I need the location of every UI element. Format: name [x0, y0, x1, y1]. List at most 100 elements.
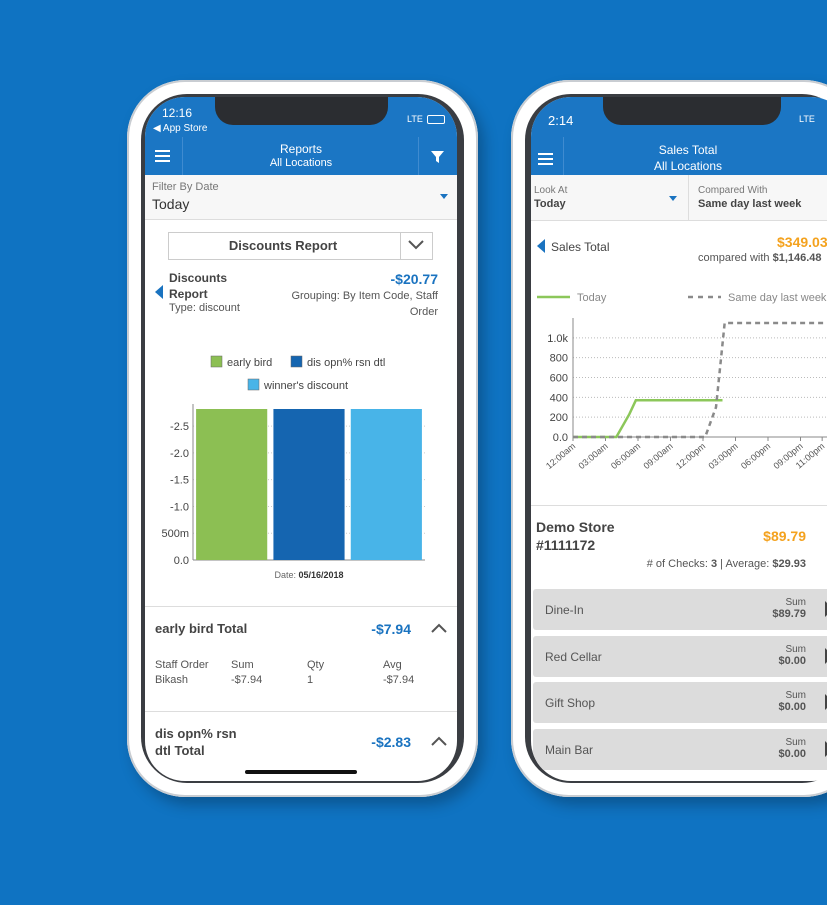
- y-tick-label: 500m: [161, 528, 189, 540]
- phone-screen: 12:16 ◀ App Store LTE Reports All Locati…: [145, 97, 457, 781]
- row-arrow[interactable]: [825, 741, 827, 758]
- col-header: Avg: [383, 659, 402, 671]
- report-select-text[interactable]: Discounts Report: [228, 238, 338, 253]
- store-number: #1111172: [536, 537, 596, 553]
- store-checks: # of Checks: 3 | Average: $29.93: [591, 558, 806, 570]
- x-tick-label: 03:00am: [577, 441, 610, 471]
- legend-label: Same day last week: [728, 292, 827, 304]
- legend-label: winner's discount: [263, 380, 348, 392]
- compare-total: $1,146.48: [772, 252, 822, 264]
- sum-value: $0.00: [778, 701, 806, 714]
- y-tick-label: -1.5: [170, 475, 189, 487]
- divider: [145, 711, 457, 712]
- divider: [531, 505, 827, 506]
- col-header: Staff Order: [155, 659, 209, 671]
- collapse-button[interactable]: [431, 623, 447, 633]
- back-arrow[interactable]: [537, 239, 545, 253]
- phone-screen: 2:14 LTE Sales Total All Locations Look …: [531, 97, 827, 781]
- legend-swatch: [210, 355, 223, 368]
- header-subtitle: All Locations: [653, 159, 723, 173]
- bar: [196, 409, 268, 560]
- location-name[interactable]: Red Cellar: [545, 649, 602, 664]
- report-type: Type: discount: [169, 302, 240, 314]
- series-line: [573, 321, 827, 439]
- filter-bar: [531, 175, 827, 221]
- divider: [182, 137, 183, 175]
- location-name[interactable]: Gift Shop: [545, 696, 596, 711]
- x-tick-label: 06:00pm: [739, 441, 772, 471]
- store-total: $89.79: [763, 528, 806, 544]
- filter-button[interactable]: [431, 151, 444, 163]
- sum-label: Sum: [785, 643, 806, 655]
- header-title: Sales Total: [658, 143, 718, 157]
- report-grouping: Grouping: By Item Code, Staff Order: [291, 290, 438, 318]
- battery: [427, 115, 445, 124]
- look-at-label: Look At: [534, 185, 568, 196]
- report-select[interactable]: [168, 232, 433, 260]
- status-time: 2:14: [548, 113, 574, 128]
- status-time: 12:16: [162, 106, 193, 120]
- section-title: dis opn% rsn dtl Total: [155, 726, 237, 758]
- date-value: 05/16/2018: [298, 570, 343, 580]
- header-title: Reports: [279, 142, 323, 156]
- divider: [145, 606, 457, 607]
- notch: [603, 97, 781, 125]
- location-row[interactable]: Main Bar Sum $0.00: [533, 729, 827, 771]
- compared-value[interactable]: Same day last week: [698, 198, 802, 210]
- back-arrow[interactable]: [155, 285, 163, 299]
- divider: [688, 175, 689, 220]
- notch: [215, 97, 388, 125]
- section-title: early bird Total: [155, 621, 248, 636]
- location-row[interactable]: Dine-In Sum $89.79: [533, 589, 827, 630]
- network: LTE: [799, 114, 815, 124]
- filter-bar[interactable]: [145, 175, 457, 220]
- col-header: Sum: [231, 659, 254, 671]
- legend-label: early bird: [227, 357, 272, 369]
- menu-button[interactable]: [538, 152, 554, 166]
- cell: 1: [307, 674, 314, 686]
- location-row[interactable]: Red Cellar Sum $0.00: [533, 635, 827, 677]
- divider: [400, 232, 401, 260]
- chevron-down[interactable]: [408, 240, 424, 250]
- series-line: [573, 399, 723, 439]
- row-arrow[interactable]: [825, 694, 827, 711]
- header-subtitle: All Locations: [269, 157, 333, 169]
- compared-label: Compared With: [698, 185, 768, 196]
- average-label: | Average:: [720, 558, 770, 570]
- location-row[interactable]: Gift Shop Sum $0.00: [533, 682, 827, 724]
- back-link[interactable]: ◀ App Store: [153, 123, 208, 134]
- cell: -$7.94: [383, 674, 415, 686]
- network: LTE: [407, 114, 423, 124]
- x-axis-label: Date: 05/16/2018: [274, 570, 343, 580]
- y-tick-label: 0.0: [174, 555, 189, 567]
- row-arrow[interactable]: [825, 647, 827, 664]
- row-arrow[interactable]: [825, 601, 827, 617]
- date-label: Date:: [274, 570, 296, 580]
- collapse-button[interactable]: [431, 736, 447, 746]
- home-indicator: [245, 770, 357, 774]
- col-header: Qty: [307, 659, 325, 671]
- look-at-value[interactable]: Today: [534, 198, 566, 210]
- back-text[interactable]: App Store: [162, 123, 208, 134]
- y-tick-label: 800: [550, 353, 568, 365]
- sum-label: Sum: [785, 690, 806, 702]
- cell: Bikash: [155, 674, 189, 686]
- y-tick-label: 1.0k: [547, 333, 568, 345]
- summary-title: Sales Total: [551, 240, 610, 254]
- divider: [418, 137, 419, 175]
- filter-value[interactable]: Today: [152, 196, 190, 212]
- sum-value: $0.00: [778, 748, 806, 761]
- compare-label: compared with: [698, 252, 770, 264]
- filter-label: Filter By Date: [152, 181, 219, 193]
- average: $29.93: [772, 558, 806, 570]
- report-total: -$20.77: [390, 271, 438, 287]
- divider: [563, 137, 564, 175]
- menu-button[interactable]: [155, 149, 171, 163]
- section-total: -$7.94: [371, 621, 411, 637]
- y-tick-label: 400: [550, 392, 568, 404]
- location-name[interactable]: Main Bar: [545, 743, 594, 758]
- bar: [350, 409, 422, 560]
- location-name[interactable]: Dine-In: [545, 603, 584, 617]
- checks: 3: [710, 558, 718, 570]
